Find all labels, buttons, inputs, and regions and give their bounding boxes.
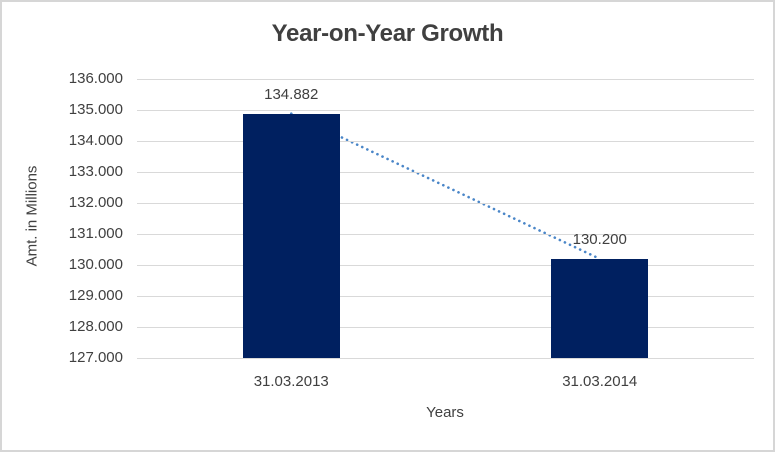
gridline	[137, 202, 754, 204]
y-tick-label: 131.000	[68, 225, 123, 242]
y-tick-label: 129.000	[68, 287, 123, 304]
y-tick-label: 127.000	[68, 349, 123, 366]
y-axis-title: Amt. in Millions	[23, 165, 41, 267]
data-label: 130.200	[572, 230, 627, 248]
y-tick-label: 128.000	[68, 318, 123, 335]
gridline	[137, 109, 754, 111]
gridline	[137, 264, 754, 266]
gridline	[137, 233, 754, 235]
gridline	[137, 326, 754, 328]
gridline	[137, 140, 754, 142]
gridline	[137, 78, 754, 80]
gridline	[137, 295, 754, 297]
chart-title: Year-on-Year Growth	[271, 20, 504, 47]
gridline	[137, 171, 754, 173]
x-tick-label: 31.03.2013	[253, 373, 329, 390]
y-tick-label: 136.000	[68, 70, 123, 87]
y-tick-label: 130.000	[68, 256, 123, 273]
x-tick-label: 31.03.2014	[562, 373, 638, 390]
y-tick-label: 133.000	[68, 163, 123, 180]
y-tick-label: 135.000	[68, 101, 123, 118]
y-tick-label: 132.000	[68, 194, 123, 211]
bar	[242, 113, 340, 358]
bar	[551, 258, 649, 358]
x-axis-title: Years	[426, 404, 464, 421]
data-label: 134.882	[264, 85, 319, 103]
gridline	[137, 357, 754, 359]
y-tick-label: 134.000	[68, 132, 123, 149]
